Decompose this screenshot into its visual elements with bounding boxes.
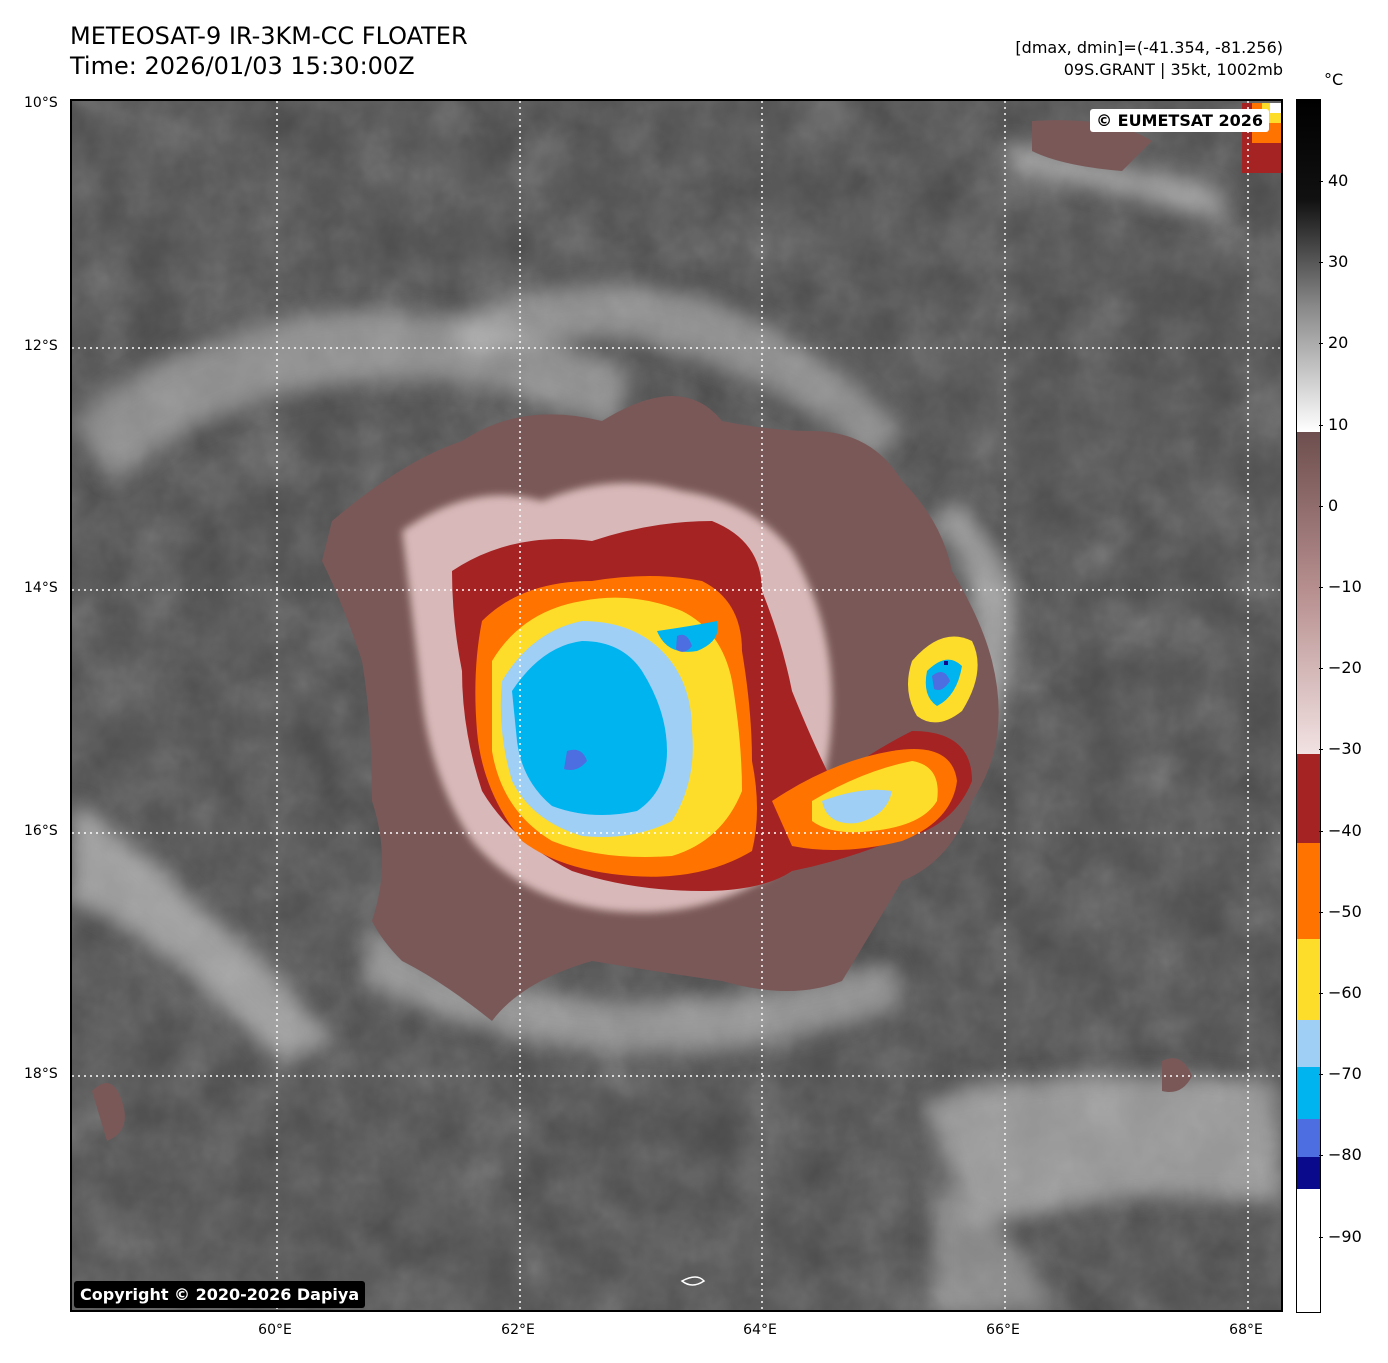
colorbar-tick-label: −10	[1328, 577, 1362, 596]
lat-label-12s: 12°S	[24, 338, 58, 354]
convection-core	[452, 521, 978, 891]
colorbar-tick-mark	[1319, 1155, 1323, 1156]
lon-label-60e: 60°E	[258, 1322, 292, 1338]
chart-title: METEOSAT-9 IR-3KM-CC FLOATER	[70, 22, 468, 50]
isolated-cell-ne	[1032, 120, 1152, 171]
lat-label-16s: 16°S	[24, 823, 58, 839]
colorbar-tick-mark	[1319, 1074, 1323, 1075]
colorbar-tick-mark	[1319, 1237, 1323, 1238]
coastline-island	[680, 1276, 706, 1286]
colorbar-tick-label: −70	[1328, 1064, 1362, 1083]
colorbar-tick-label: 40	[1328, 171, 1349, 190]
colorbar-tick-label: 30	[1328, 252, 1349, 271]
colorbar-tick-mark	[1319, 181, 1323, 182]
colorbar-tick-mark	[1319, 668, 1323, 669]
colorbar-tick-label: −20	[1328, 658, 1362, 677]
colorbar-tick-mark	[1319, 587, 1323, 588]
blue-spot-east	[932, 672, 950, 690]
dmax-dmin-readout: [dmax, dmin]=(-41.354, -81.256)	[1015, 38, 1283, 57]
dapiya-copyright-badge: Copyright © 2020-2026 Dapiya	[74, 1281, 366, 1308]
blue-spot-north	[676, 634, 692, 652]
colorbar-tick-mark	[1319, 425, 1323, 426]
lon-label-68e: 68°E	[1229, 1322, 1263, 1338]
colorbar-tick-label: −50	[1328, 902, 1362, 921]
colorbar-tick-mark	[1319, 749, 1323, 750]
satellite-imagery	[72, 101, 1281, 1310]
colorbar-tick-label: −90	[1328, 1227, 1362, 1246]
colorbar	[1296, 99, 1321, 1313]
colorbar-tick-mark	[1319, 912, 1323, 913]
colorbar-unit: °C	[1324, 70, 1344, 89]
colorbar-tick-label: −80	[1328, 1145, 1362, 1164]
lat-label-10s: 10°S	[24, 95, 58, 111]
satellite-map: © EUMETSAT 2026 Copyright © 2020-2026 Da…	[70, 99, 1283, 1312]
colorbar-tick-label: 10	[1328, 415, 1349, 434]
colorbar-tick-label: −60	[1328, 983, 1362, 1002]
light-blue-band-east	[822, 789, 892, 824]
navy-pixel	[944, 661, 948, 665]
lon-label-66e: 66°E	[986, 1322, 1020, 1338]
colorbar-tick-mark	[1319, 831, 1323, 832]
outer-band-west	[382, 839, 455, 954]
colorbar-tick-mark	[1319, 993, 1323, 994]
timestamp: Time: 2026/01/03 15:30:00Z	[70, 52, 415, 80]
gridlines	[72, 101, 1281, 1310]
cyan-region	[512, 641, 667, 815]
eumetsat-copyright-badge: © EUMETSAT 2026	[1090, 109, 1269, 132]
colorbar-tick-label: −30	[1328, 739, 1362, 758]
isolated-cell-se	[1162, 1058, 1192, 1092]
blue-spot-core	[564, 749, 587, 770]
lat-label-14s: 14°S	[24, 580, 58, 596]
cyan-cell-north	[657, 621, 718, 652]
lat-label-18s: 18°S	[24, 1066, 58, 1082]
lon-label-62e: 62°E	[501, 1322, 535, 1338]
lon-label-64e: 64°E	[743, 1322, 777, 1338]
colorbar-tick-mark	[1319, 262, 1323, 263]
colorbar-gradient	[1297, 100, 1320, 1312]
isolated-cell-sw	[92, 1083, 125, 1141]
colorbar-tick-label: 0	[1328, 496, 1339, 515]
colorbar-tick-label: 20	[1328, 333, 1349, 352]
colorbar-tick-mark	[1319, 343, 1323, 344]
storm-info: 09S.GRANT | 35kt, 1002mb	[1063, 60, 1283, 79]
cirrus-clouds	[72, 141, 1281, 1310]
colorbar-tick-label: −40	[1328, 821, 1362, 840]
colorbar-tick-mark	[1319, 506, 1323, 507]
